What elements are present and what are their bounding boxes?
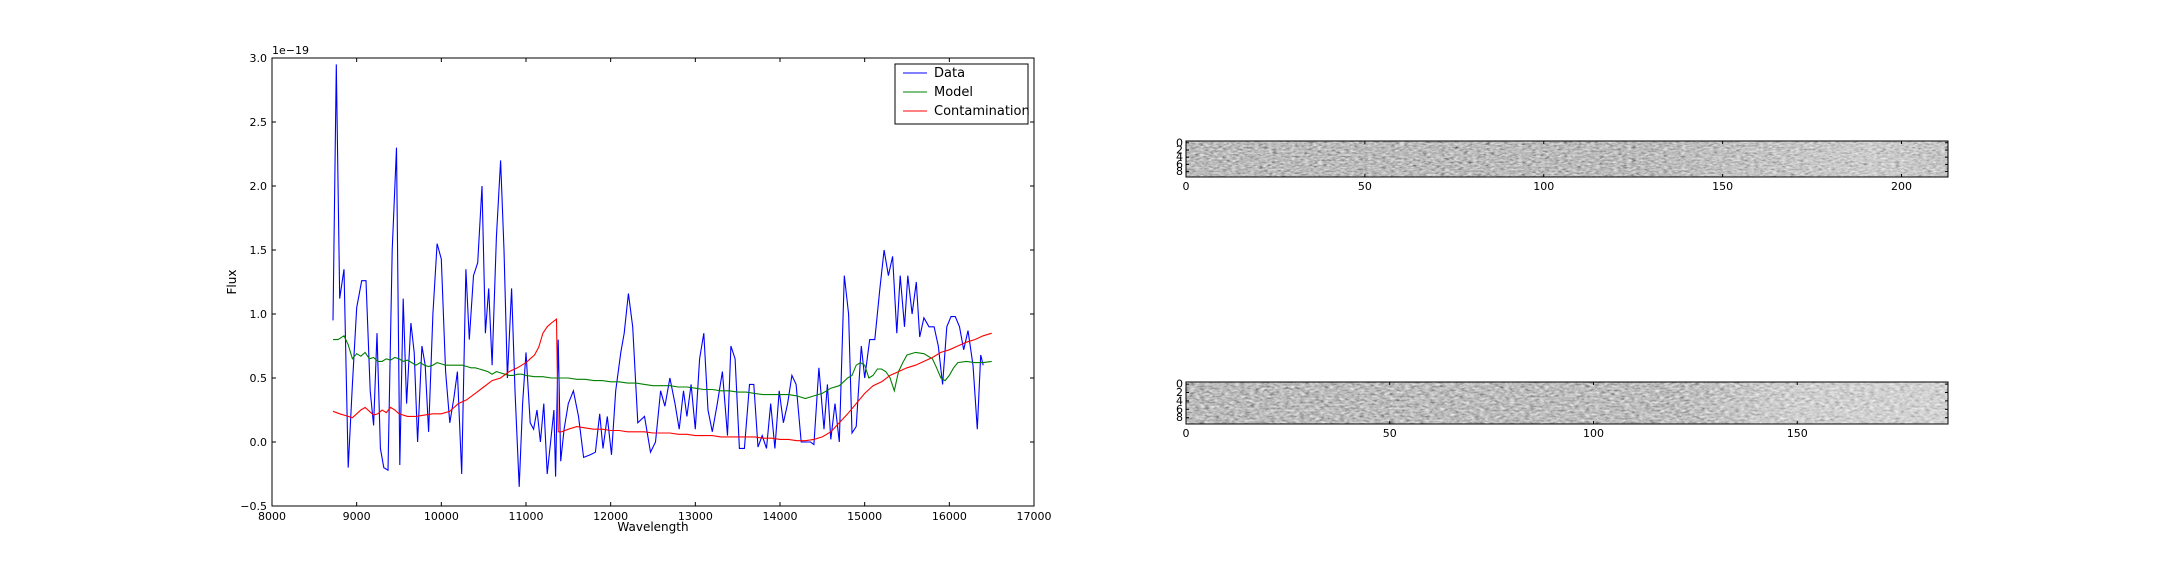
x-tick-label: 16000 bbox=[932, 510, 967, 523]
legend-box bbox=[894, 63, 1029, 125]
series-line-contamination bbox=[332, 317, 992, 442]
x-tick-label: 15000 bbox=[847, 510, 882, 523]
y-tick-label: 0.5 bbox=[250, 372, 268, 385]
heatmap-y-tick-label: 2 bbox=[1176, 386, 1183, 399]
spectrum-y-offset-label: 1e−19 bbox=[272, 44, 309, 57]
heatmap-y-tick-label: 6 bbox=[1176, 158, 1183, 171]
heatmap-y-tick-label: 0 bbox=[1176, 136, 1183, 149]
x-tick-label: 9000 bbox=[343, 510, 371, 523]
heatmap-bottom-x-ticks: 0 50 100 150 bbox=[1183, 382, 1808, 440]
heatmap-x-tick-label: 100 bbox=[1533, 180, 1554, 193]
spectrum-plot-area bbox=[272, 58, 1034, 506]
heatmap-top-brightening bbox=[1186, 141, 1948, 177]
x-tick-label: 14000 bbox=[763, 510, 798, 523]
legend-label-contamination: Contamination bbox=[934, 104, 1030, 119]
spectrum-y-ticks: −0.5 0.0 0.5 1.0 1.5 2.0 2.5 3.0 bbox=[240, 52, 1034, 513]
series-line-model bbox=[333, 335, 992, 400]
y-tick-label: 2.5 bbox=[250, 116, 268, 129]
spectrum-axes-frame bbox=[271, 57, 1035, 507]
x-tick-label: 17000 bbox=[1017, 510, 1052, 523]
x-tick-label: 11000 bbox=[509, 510, 544, 523]
y-tick-label: 2.0 bbox=[250, 180, 268, 193]
heatmap-y-tick-label: 6 bbox=[1176, 403, 1183, 416]
legend-label-model: Model bbox=[934, 85, 973, 100]
heatmap-x-tick-label: 150 bbox=[1712, 180, 1733, 193]
spectrum-x-axis-label: Wavelength bbox=[617, 520, 688, 534]
y-tick-label: 3.0 bbox=[250, 52, 268, 65]
spectrum-x-ticks: 8000 9000 10000 11000 12000 13000 14000 15000 16… bbox=[258, 58, 1052, 523]
heatmap-x-tick-label: 50 bbox=[1383, 427, 1397, 440]
y-tick-label: 1.0 bbox=[250, 308, 268, 321]
y-tick-label: −0.5 bbox=[240, 500, 267, 513]
heatmap-x-tick-label: 0 bbox=[1183, 180, 1190, 193]
spectrum-plot: 8000 9000 10000 11000 12000 13000 14000 15000 16… bbox=[225, 44, 1052, 534]
x-tick-label: 8000 bbox=[258, 510, 286, 523]
heatmap-bottom-brightening bbox=[1186, 382, 1948, 424]
heatmap-y-tick-label: 8 bbox=[1176, 165, 1183, 178]
spectrum-y-axis-label: Flux bbox=[225, 270, 239, 295]
heatmap-x-tick-label: 150 bbox=[1787, 427, 1808, 440]
heatmap-x-tick-label: 200 bbox=[1891, 180, 1912, 193]
series-line-data bbox=[332, 64, 984, 487]
heatmap-y-tick-label: 4 bbox=[1176, 151, 1183, 164]
heatmap-y-tick-label: 2 bbox=[1176, 144, 1183, 157]
heatmap-y-tick-label: 8 bbox=[1176, 411, 1183, 424]
y-tick-label: 1.5 bbox=[250, 244, 268, 257]
spectrum-series-group bbox=[332, 64, 992, 487]
heatmap-top-x-ticks: 0 50 100 150 200 bbox=[1183, 141, 1912, 193]
x-tick-label: 12000 bbox=[593, 510, 628, 523]
heatmap-y-tick-label: 4 bbox=[1176, 394, 1183, 407]
x-tick-label: 13000 bbox=[678, 510, 713, 523]
heatmap-y-tick-label: 0 bbox=[1176, 378, 1183, 391]
heatmap-bottom-frame bbox=[1185, 381, 1949, 425]
y-tick-label: 0.0 bbox=[250, 436, 268, 449]
heatmap-x-tick-label: 50 bbox=[1358, 180, 1372, 193]
heatmap-x-tick-label: 0 bbox=[1183, 427, 1190, 440]
legend-label-data: Data bbox=[934, 66, 965, 81]
heatmap-top-frame bbox=[1185, 140, 1949, 178]
heatmap-x-tick-label: 100 bbox=[1583, 427, 1604, 440]
x-tick-label: 10000 bbox=[424, 510, 459, 523]
spectrum-legend: Data Model Contamination bbox=[894, 63, 1030, 125]
